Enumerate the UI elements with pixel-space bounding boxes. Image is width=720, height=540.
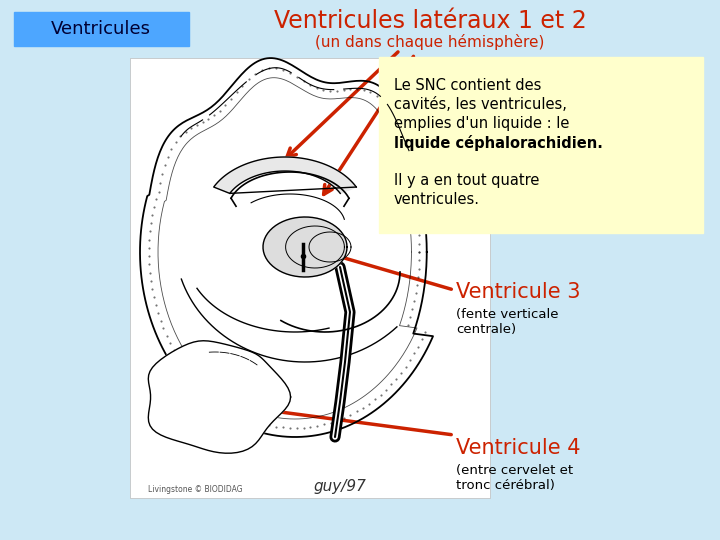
Text: liquide céphalorachidien.: liquide céphalorachidien. bbox=[394, 135, 603, 151]
Text: guy/97: guy/97 bbox=[314, 478, 366, 494]
Text: Ventricules: Ventricules bbox=[51, 20, 151, 38]
Text: Il y a en tout quatre: Il y a en tout quatre bbox=[394, 173, 539, 188]
Text: Ventricule 3: Ventricule 3 bbox=[456, 282, 580, 302]
Polygon shape bbox=[263, 217, 347, 277]
Text: cavités, les ventricules,: cavités, les ventricules, bbox=[394, 97, 567, 112]
Text: Livingstone © BIODIDAG: Livingstone © BIODIDAG bbox=[148, 485, 243, 495]
Polygon shape bbox=[140, 58, 433, 437]
FancyBboxPatch shape bbox=[130, 58, 490, 498]
Text: (entre cervelet et
tronc cérébral): (entre cervelet et tronc cérébral) bbox=[456, 464, 573, 492]
FancyBboxPatch shape bbox=[379, 57, 703, 233]
Text: ventricules.: ventricules. bbox=[394, 192, 480, 207]
Text: (un dans chaque hémisphère): (un dans chaque hémisphère) bbox=[315, 34, 545, 50]
Text: (fente verticale
centrale): (fente verticale centrale) bbox=[456, 308, 559, 336]
Text: Le SNC contient des: Le SNC contient des bbox=[394, 78, 541, 93]
Text: Ventricules latéraux 1 et 2: Ventricules latéraux 1 et 2 bbox=[274, 9, 586, 33]
Text: emplies d'un liquide : le: emplies d'un liquide : le bbox=[394, 116, 570, 131]
Polygon shape bbox=[148, 341, 291, 453]
Text: Ventricule 4: Ventricule 4 bbox=[456, 438, 580, 458]
Polygon shape bbox=[214, 157, 356, 193]
FancyBboxPatch shape bbox=[14, 12, 189, 46]
